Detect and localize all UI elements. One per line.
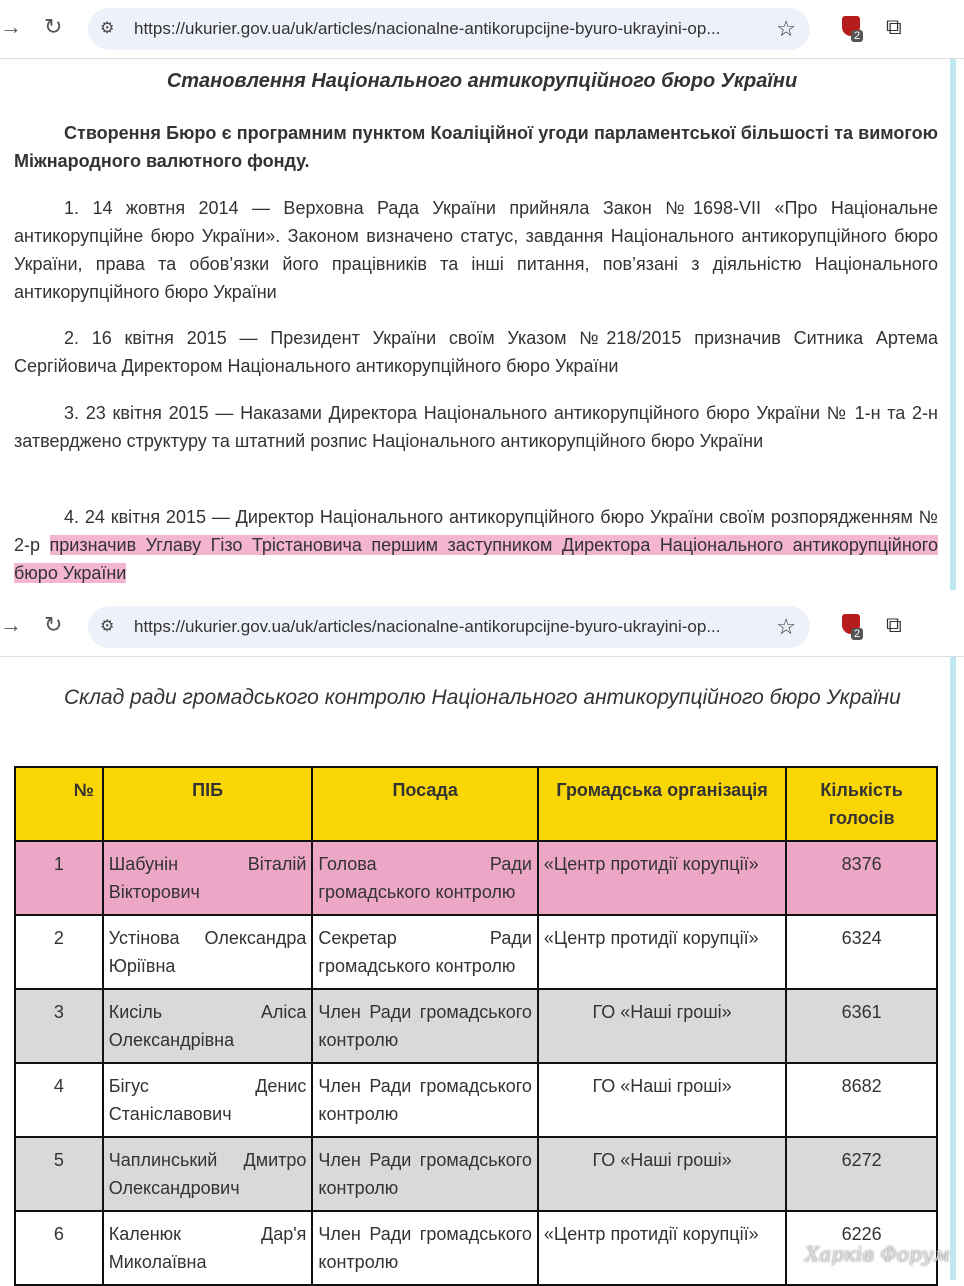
col-header: ПІБ (101, 766, 314, 842)
col-header: Кількість голосів (785, 766, 938, 842)
row-number: 6 (14, 1210, 104, 1286)
person-name: Устінова Олександра Юріївна (101, 914, 314, 990)
table-row: 1 Шабунін Віталій Вікторович Голова Ради г… (14, 840, 938, 916)
site-settings-icon[interactable]: ⚙ (100, 618, 115, 635)
votes-count: 6324 (785, 914, 938, 990)
highlighted-text: призначив Углаву Гізо Трістановича перши… (14, 535, 938, 583)
browser-toolbar: → ↻ ⚙ https://ukurier.gov.ua/uk/articles… (0, 0, 964, 59)
extension-badge: 2 (851, 628, 864, 640)
item-text: 4. 24 квітня 2015 — Директор Національно… (14, 507, 938, 555)
person-name: Шабунін Віталій Вікторович (101, 840, 314, 916)
table-row: 2 Устінова Олександра Юріївна Секретар Рад… (14, 914, 938, 990)
position: Член Ради громадського контролю (311, 1062, 539, 1138)
table-row: 4 Бігус Денис Станіславович Член Ради гром… (14, 1062, 938, 1138)
organization: ГО «Наші гроші» (536, 1062, 788, 1138)
row-number: 3 (14, 988, 104, 1064)
person-name: Чаплинський Дмитро Олександрович (101, 1136, 314, 1212)
section-title: Склад ради громадського контролю Націона… (64, 686, 901, 709)
position: Член Ради громадського контролю (311, 1136, 539, 1212)
url-text[interactable]: https://ukurier.gov.ua/uk/articles/nacio… (134, 617, 721, 636)
extensions-puzzle-icon[interactable]: ⧉ (886, 612, 902, 637)
person-name: Каленюк Дар'я Миколаївна (101, 1210, 314, 1286)
extensions-puzzle-icon[interactable]: ⧉ (886, 14, 902, 39)
position: Секретар Ради громадського контролю (311, 914, 539, 990)
table-row: 6 Каленюк Дар'я Миколаївна Член Ради грома… (14, 1210, 938, 1286)
person-name: Бігус Денис Станіславович (101, 1062, 314, 1138)
organization: «Центр протидії корупції» (536, 840, 788, 916)
timeline-item: 2. 16 квітня 2015 — Президент України св… (14, 328, 938, 376)
timeline-item: 3. 23 квітня 2015 — Наказами Директора Н… (14, 403, 938, 451)
timeline-item: 4. 24 квітня 2015 — Директор Національно… (14, 503, 938, 587)
bookmark-star-icon[interactable]: ☆ (776, 614, 796, 639)
votes-count: 8682 (785, 1062, 938, 1138)
address-bar[interactable]: ⚙ https://ukurier.gov.ua/uk/articles/nac… (88, 606, 810, 648)
table-row: 5 Чаплинський Дмитро Олександрович Член Ра… (14, 1136, 938, 1212)
forward-icon[interactable]: → (0, 612, 22, 637)
article-title: Становлення Національного антикорупційно… (166, 70, 798, 92)
row-number: 5 (14, 1136, 104, 1212)
position: Голова Ради громадського контролю (311, 840, 539, 916)
watermark-logo: Харків Форум (805, 1242, 950, 1266)
address-bar[interactable]: ⚙ https://ukurier.gov.ua/uk/articles/nac… (88, 8, 810, 50)
row-number: 2 (14, 914, 104, 990)
organization: «Центр протидії корупції» (536, 914, 788, 990)
organization: ГО «Наші гроші» (536, 1136, 788, 1212)
votes-count: 6226 (785, 1210, 938, 1286)
position: Член Ради громадського контролю (311, 1210, 539, 1286)
url-text[interactable]: https://ukurier.gov.ua/uk/articles/nacio… (134, 19, 721, 38)
col-header: № (14, 766, 104, 842)
row-number: 4 (14, 1062, 104, 1138)
votes-count: 6361 (785, 988, 938, 1064)
article-lead: Створення Бюро є програмним пунктом Коал… (14, 123, 938, 171)
council-table: № ПІБ Посада Громадська організація Кіль… (14, 766, 938, 1286)
table-row: 3 Кисіль Аліса Олександрівна Член Ради гро… (14, 988, 938, 1064)
reload-icon[interactable]: ↻ (44, 612, 63, 637)
organization: ГО «Наші гроші» (536, 988, 788, 1064)
col-header: Посада (311, 766, 539, 842)
votes-count: 8376 (785, 840, 938, 916)
bookmark-star-icon[interactable]: ☆ (776, 16, 796, 41)
browser-toolbar: → ↻ ⚙ https://ukurier.gov.ua/uk/articles… (0, 598, 964, 657)
votes-count: 6272 (785, 1136, 938, 1212)
row-number: 1 (14, 840, 104, 916)
article-section-1 (0, 59, 956, 590)
organization: «Центр протидії корупції» (536, 1210, 788, 1286)
person-name: Кисіль Аліса Олександрівна (101, 988, 314, 1064)
position: Член Ради громадського контролю (311, 988, 539, 1064)
extension-badge: 2 (851, 30, 864, 42)
col-header: Громадська організація (536, 766, 788, 842)
forward-icon[interactable]: → (0, 14, 22, 39)
site-settings-icon[interactable]: ⚙ (100, 20, 115, 37)
timeline-item: 1. 14 жовтня 2014 — Верховна Рада Україн… (14, 198, 938, 302)
reload-icon[interactable]: ↻ (44, 14, 63, 39)
